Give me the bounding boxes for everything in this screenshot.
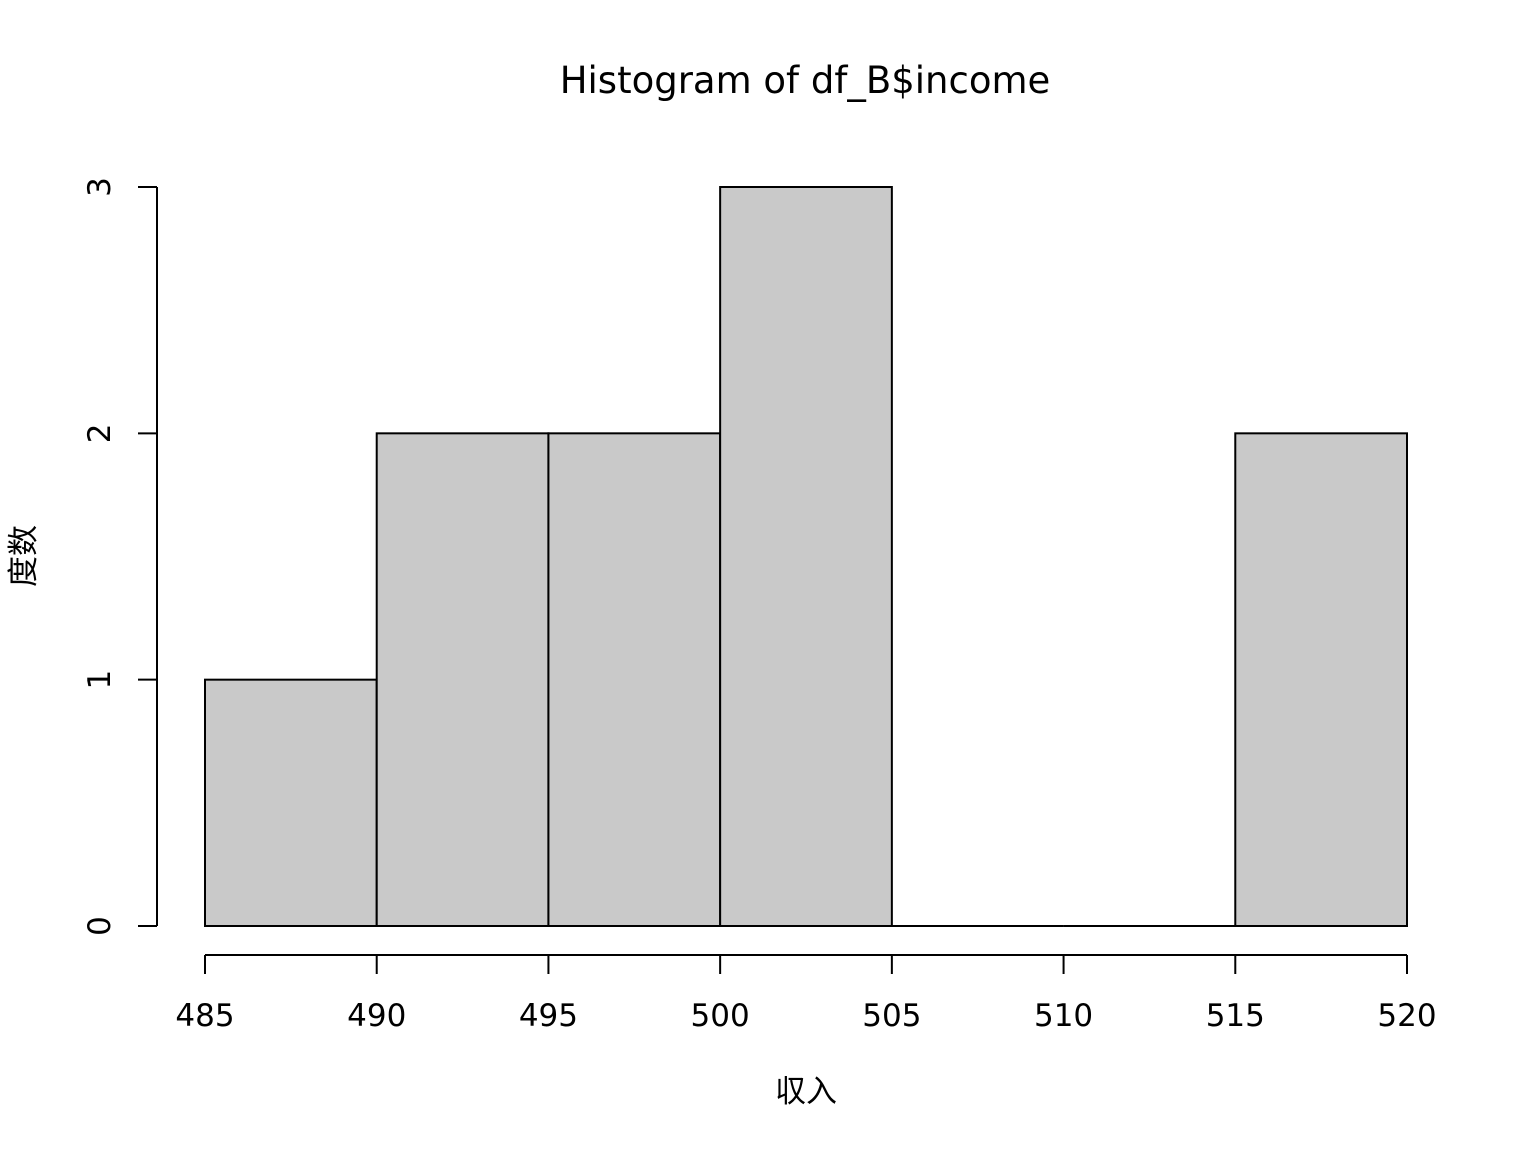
x-tick-label: 490 — [347, 998, 406, 1034]
x-tick-label: 510 — [1034, 998, 1093, 1034]
x-tick-label: 500 — [691, 998, 750, 1034]
y-axis-label: 度数 — [6, 525, 42, 587]
y-tick-label: 1 — [82, 670, 118, 690]
bars-group — [204, 186, 1409, 928]
y-axis: 0 1 2 3 — [82, 177, 158, 936]
chart-title: Histogram of df_B$income — [560, 59, 1051, 102]
x-tick-label: 515 — [1206, 998, 1265, 1034]
x-tick-label: 520 — [1377, 998, 1436, 1034]
histogram-bar — [547, 432, 722, 927]
y-tick-label: 2 — [82, 423, 118, 443]
x-tick-label: 485 — [175, 998, 234, 1034]
histogram-bar — [375, 432, 550, 927]
x-axis: 485 490 495 500 505 510 515 520 — [175, 954, 1437, 1034]
x-tick-label: 505 — [862, 998, 921, 1034]
histogram-bar — [719, 186, 893, 927]
histogram-bar — [204, 678, 378, 928]
x-tick-label: 495 — [519, 998, 578, 1034]
y-tick-label: 0 — [82, 916, 118, 936]
y-tick-label: 3 — [82, 177, 118, 197]
x-axis-label: 収入 — [775, 1074, 837, 1110]
histogram-bar — [1234, 432, 1409, 927]
